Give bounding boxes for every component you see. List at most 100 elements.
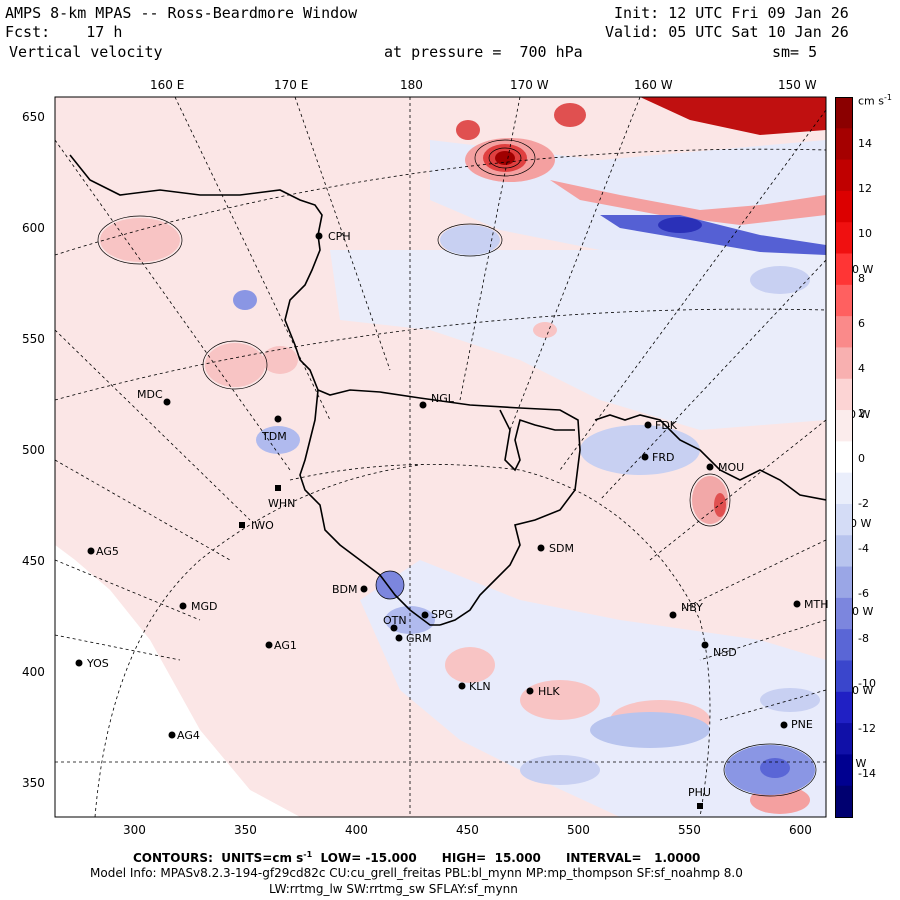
- colorbar-step: [835, 723, 853, 755]
- colorbar-step: [835, 190, 853, 223]
- coastline: [69, 154, 826, 626]
- colorbar-step: [835, 410, 853, 442]
- updraft-core: [456, 120, 480, 140]
- station-label: HLK: [538, 685, 560, 698]
- y-tick-label: 650: [22, 110, 45, 124]
- pressure-label: at pressure =: [384, 43, 502, 61]
- colorbar-tick-label: -6: [858, 587, 869, 600]
- no-data-area: [55, 545, 300, 817]
- colorbar-step: [835, 441, 853, 474]
- colorbar-tick-label: 8: [858, 272, 865, 285]
- colorbar-step: [835, 660, 853, 693]
- updraft-region: [520, 680, 600, 720]
- lon-label: 170 E: [274, 78, 309, 92]
- y-tick-label: 550: [22, 332, 45, 346]
- station-label: AG1: [274, 639, 297, 652]
- station-label: SDM: [549, 542, 574, 555]
- colorbar-units-text: cm s: [858, 94, 884, 108]
- colorbar-tick-label: 2: [858, 407, 865, 420]
- station-label: NBY: [681, 601, 703, 614]
- station-label: MDC: [137, 388, 163, 401]
- station-label: BDM: [332, 583, 358, 596]
- station-label: IWO: [251, 519, 274, 532]
- colorbar-tick-label: 14: [858, 137, 872, 150]
- x-tick-label: 600: [789, 823, 812, 837]
- smoothing-label: sm= 5: [772, 43, 818, 61]
- colorbar-step: [835, 503, 853, 536]
- station-label: KLN: [469, 680, 491, 693]
- station-label: SPG: [431, 608, 454, 621]
- colorbar-step: [835, 378, 853, 411]
- updraft-region: [262, 346, 298, 374]
- colorbar-step: [835, 347, 853, 380]
- station-label: CPH: [328, 230, 351, 243]
- colorbar-tick-label: -2: [858, 497, 869, 510]
- colorbar-step: [835, 159, 853, 192]
- lon-label: 180: [400, 78, 423, 92]
- station-label: PNE: [791, 718, 813, 731]
- colorbar: [835, 97, 853, 818]
- station-label: NGL: [431, 392, 454, 405]
- downdraft-region: [256, 426, 300, 454]
- colorbar-tick-label: -14: [858, 767, 876, 780]
- station-label: TDM: [262, 430, 287, 443]
- station-label: MGD: [191, 600, 218, 613]
- colorbar-step: [835, 535, 853, 568]
- x-tick-label: 550: [678, 823, 701, 837]
- colorbar-step: [835, 253, 853, 286]
- model-info: Model Info: MPASv8.2.3-194-gf29cd82c CU:…: [90, 866, 743, 880]
- station-label: GRM: [406, 632, 432, 645]
- station-label: FRD: [652, 451, 675, 464]
- station-label: AG4: [177, 729, 200, 742]
- contours-rest: LOW= -15.000 HIGH= 15.000 INTERVAL= 1.00…: [312, 851, 701, 865]
- downdraft-region: [520, 755, 600, 785]
- valid-time: Valid: 05 UTC Sat 10 Jan 26: [605, 23, 849, 41]
- contours-text: CONTOURS: UNITS=cm s: [133, 851, 304, 865]
- graticule: [55, 97, 826, 817]
- physics-info: LW:rrtmg_lw SW:rrtmg_sw SFLAY:sf_mynn: [269, 882, 518, 896]
- colorbar-tick-label: 4: [858, 362, 865, 375]
- lon-label: 150 W: [778, 78, 817, 92]
- colorbar-units-exp: -1: [884, 93, 892, 102]
- weak-descent-area: [330, 250, 826, 430]
- updraft-region: [100, 218, 180, 262]
- lon-label: 160 W: [634, 78, 673, 92]
- contours-info: CONTOURS: UNITS=cm s-1 LOW= -15.000 HIGH…: [133, 850, 700, 865]
- station-label: FDK: [655, 419, 678, 432]
- colorbar-step: [835, 597, 853, 630]
- colorbar-units: cm s-1: [858, 93, 892, 108]
- x-tick-label: 500: [567, 823, 590, 837]
- pressure-value: 700 hPa: [519, 43, 583, 61]
- downdraft-region: [590, 712, 710, 748]
- colorbar-step: [835, 754, 853, 787]
- colorbar-tick-label: 10: [858, 227, 872, 240]
- colorbar-step: [835, 629, 853, 661]
- pressure-level: at pressure = 700 hPa: [384, 43, 583, 61]
- colorbar-step: [835, 128, 853, 161]
- updraft-region: [205, 343, 265, 387]
- colorbar-tick-label: 0: [858, 452, 865, 465]
- downdraft-region: [750, 266, 810, 294]
- colorbar-step: [835, 566, 853, 599]
- downdraft-band: [600, 215, 826, 255]
- station-label: OTN: [383, 614, 407, 627]
- colorbar-step: [835, 691, 853, 724]
- station-label: NSD: [713, 646, 737, 659]
- updraft-region: [533, 322, 557, 338]
- field-name: Vertical velocity: [9, 43, 163, 61]
- forecast-value: 17 h: [86, 23, 123, 41]
- map-frame: [54, 96, 827, 818]
- colorbar-tick-label: -4: [858, 542, 869, 555]
- x-tick-label: 450: [456, 823, 479, 837]
- map-title: AMPS 8-km MPAS -- Ross-Beardmore Window: [5, 4, 358, 22]
- colorbar-tick-label: 6: [858, 317, 865, 330]
- y-tick-label: 500: [22, 443, 45, 457]
- x-tick-label: 400: [345, 823, 368, 837]
- station-label: PHU: [688, 786, 711, 799]
- station-markers: [75, 232, 801, 809]
- colorbar-step: [835, 316, 853, 348]
- updraft-core: [554, 103, 586, 127]
- colorbar-step: [835, 97, 853, 129]
- y-tick-label: 400: [22, 665, 45, 679]
